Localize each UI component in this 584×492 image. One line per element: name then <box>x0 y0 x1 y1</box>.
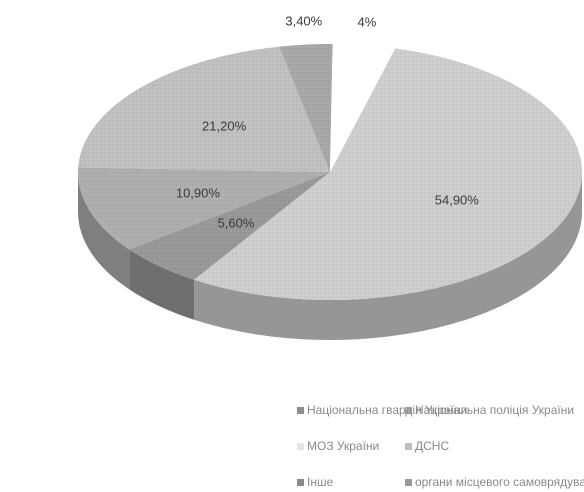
legend-item-dsns: ДСНС <box>405 439 449 453</box>
pie-slice-texture-1 <box>129 172 330 280</box>
legend-item-other: Інше <box>297 475 333 489</box>
legend-swatch <box>297 442 304 450</box>
pie-slices <box>78 44 583 300</box>
data-label-2: 10,90% <box>176 185 221 200</box>
pie-chart-canvas: 54,90% 5,60% 10,90% 21,20% 3,40% 4% <box>78 14 583 341</box>
pie-slice-texture-2 <box>78 167 331 250</box>
legend-label: Інше <box>307 475 334 489</box>
pie-side-0 <box>194 172 582 341</box>
legend-label: ДСНС <box>415 439 450 453</box>
legend-swatch <box>297 478 304 486</box>
data-label-5: 4% <box>358 14 377 29</box>
legend-item-national-guard: Національна гвардія України <box>297 403 467 417</box>
legend-swatch <box>405 478 412 486</box>
pie-sides <box>78 172 582 341</box>
legend-item-local-government: органи місцевого самоврядування <box>405 475 584 489</box>
legend-label: Національна гвардія України <box>307 403 468 417</box>
legend-swatch <box>405 406 412 414</box>
pie-side-1 <box>129 249 195 320</box>
pie-slice-texture-3 <box>78 46 330 172</box>
pie-slice-5 <box>330 44 396 172</box>
legend-label: Національна поліція України <box>415 403 575 417</box>
data-label-4: 3,40% <box>285 14 322 29</box>
pie-slice-texture-0 <box>194 48 583 300</box>
legend-item-national-police: Національна поліція України <box>405 403 574 417</box>
pie-data-labels: 54,90% 5,60% 10,90% 21,20% 3,40% 4% <box>176 14 479 231</box>
data-label-0: 54,90% <box>435 192 480 207</box>
legend-label: МОЗ України <box>307 439 380 453</box>
legend-swatch <box>297 406 304 414</box>
pie-side-2 <box>78 172 130 290</box>
legend-item-moz: МОЗ України <box>297 439 379 453</box>
data-label-3: 21,20% <box>202 119 247 134</box>
pie-slice-texture-4 <box>279 44 333 172</box>
legend-swatch <box>405 442 412 450</box>
chart-legend: Національна поліція України Національна … <box>0 385 584 492</box>
data-label-1: 5,60% <box>218 216 255 231</box>
legend-label: органи місцевого самоврядування <box>415 475 584 489</box>
